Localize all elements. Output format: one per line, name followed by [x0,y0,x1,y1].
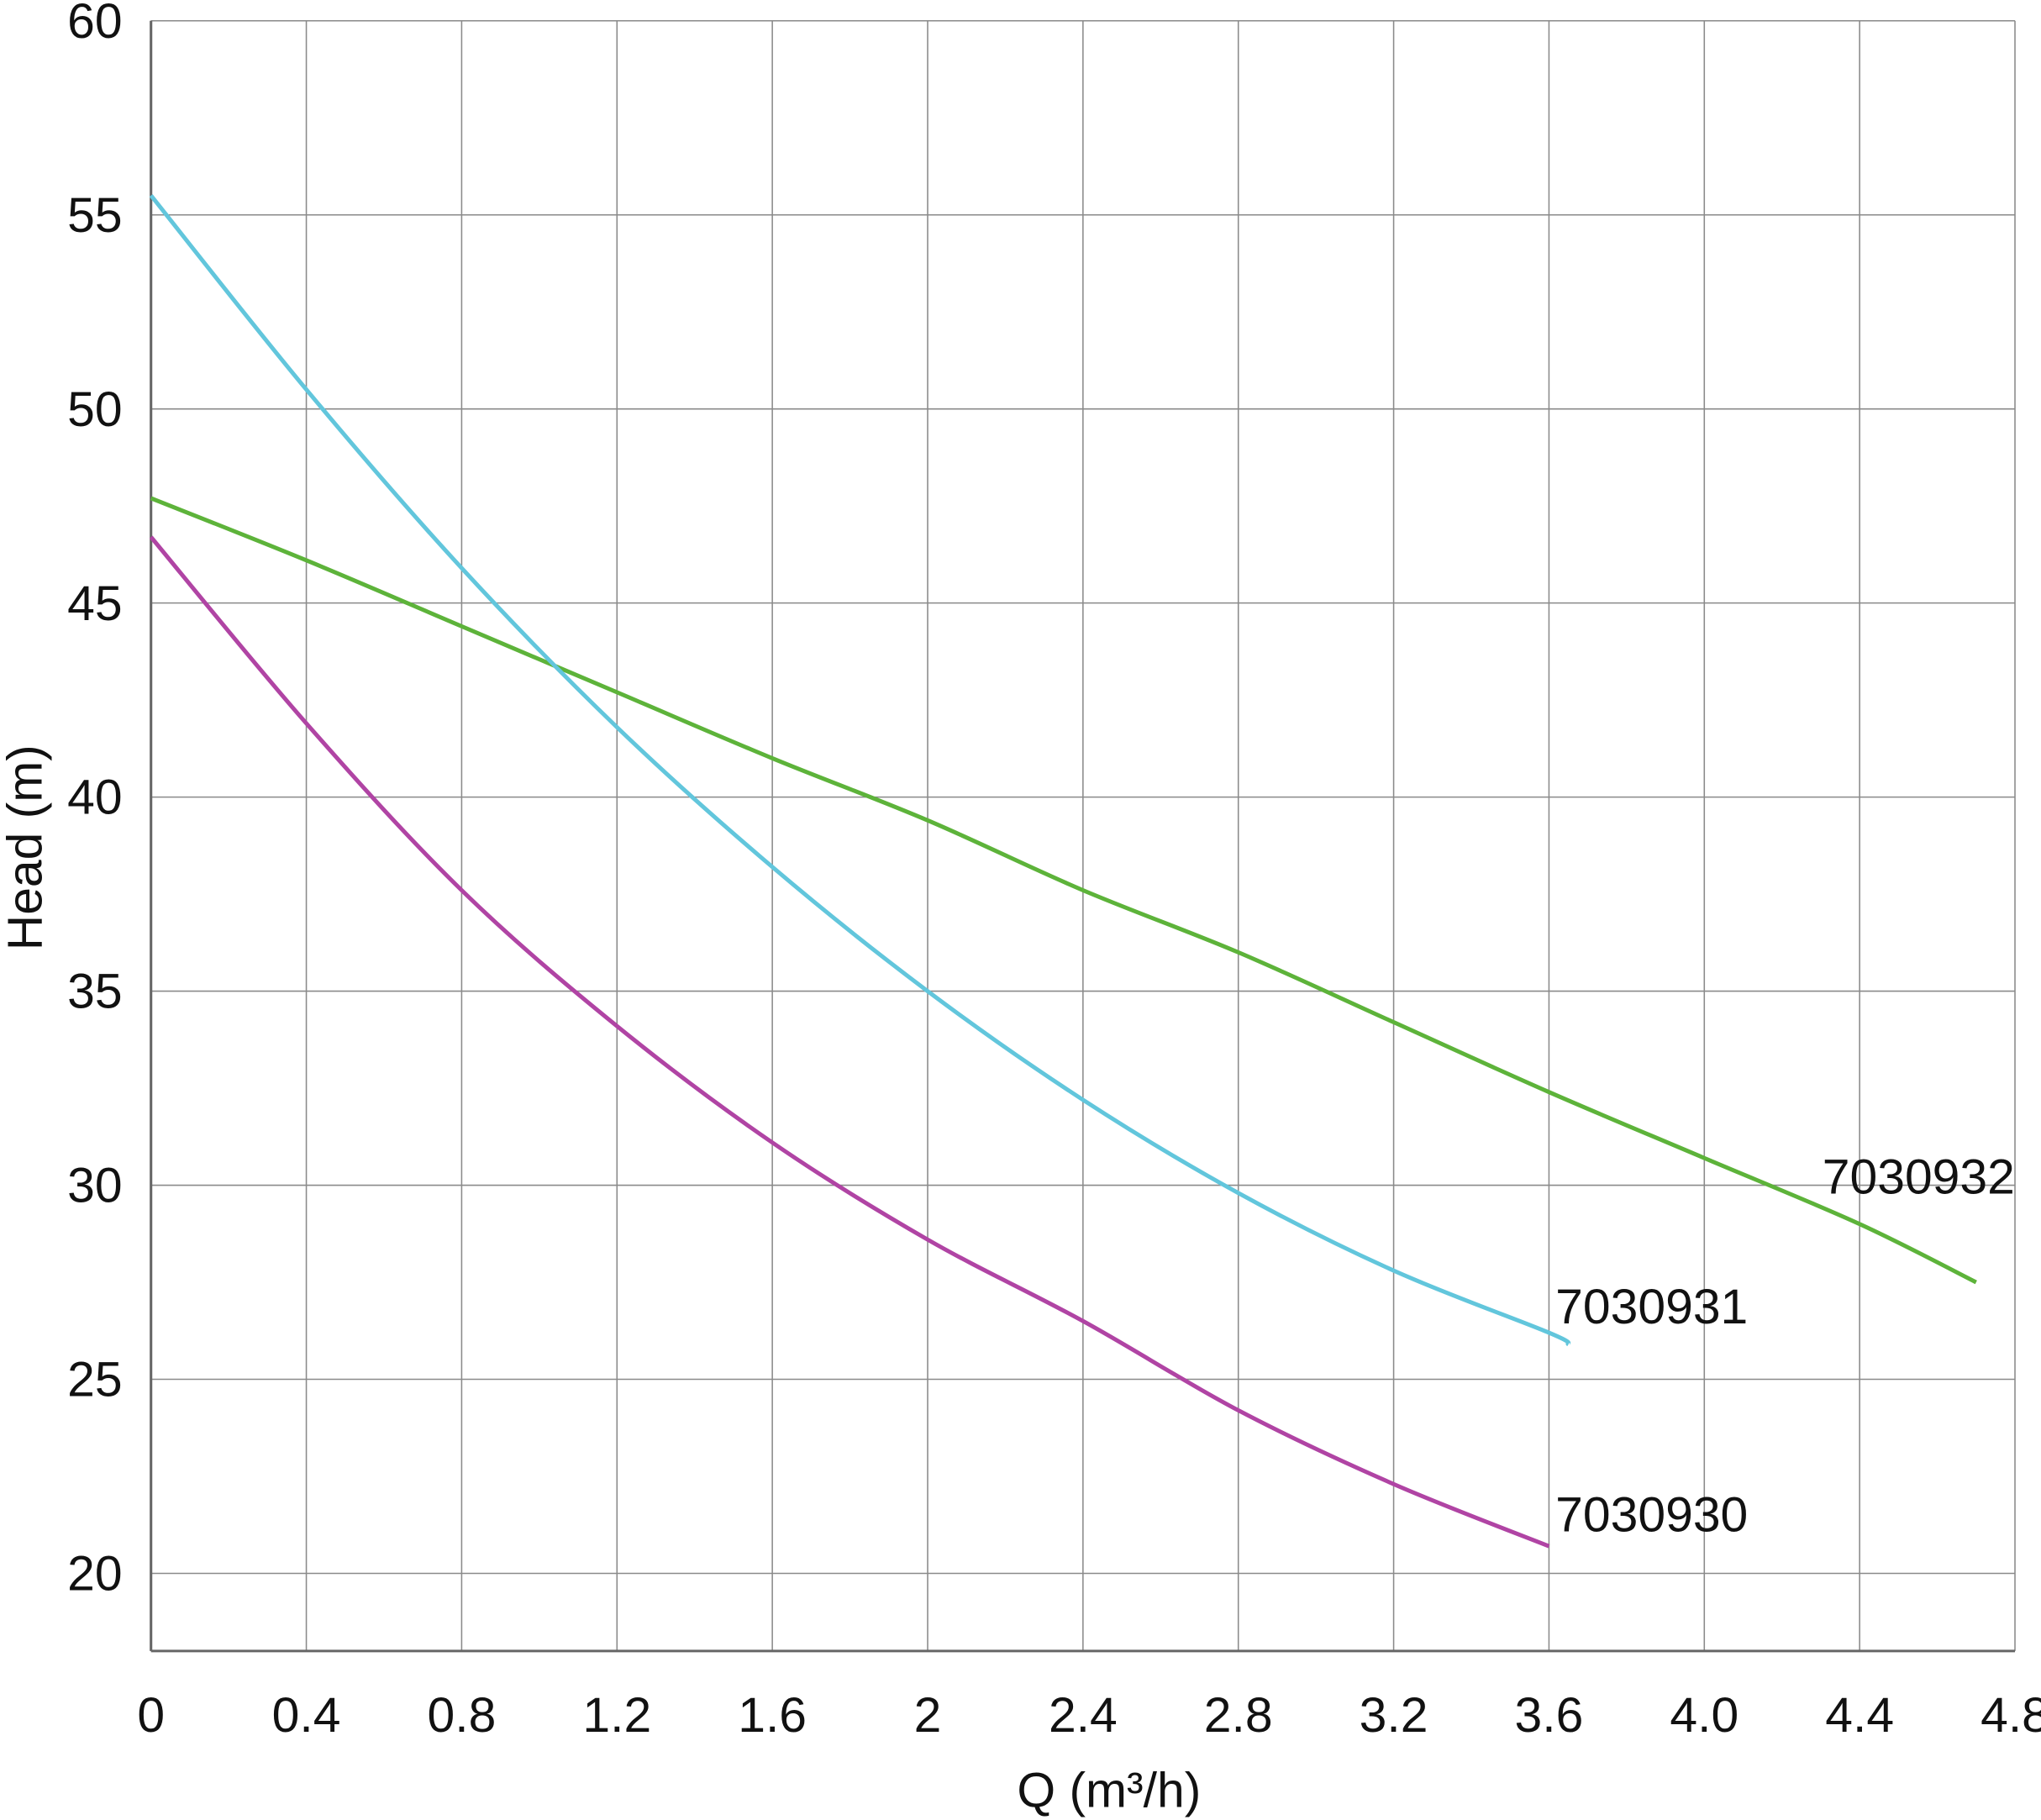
tick-labels: 0 0.4 0.8 1.2 1.6 2 2.4 2.8 3.2 3.6 4.0 4.4 4.8 20 25 3… [67,0,2041,1743]
series-labels: 7030932 7030931 7030930 [1555,1149,2015,1542]
x-tick-label: 1.6 [738,1688,807,1743]
y-axis-label: Head (m) [0,744,53,950]
y-tick-label: 25 [67,1353,122,1407]
y-tick-label: 55 [67,188,122,243]
series-label-7030932: 7030932 [1823,1149,2015,1204]
series-line-7030931 [149,194,1571,1347]
x-tick-label: 3.2 [1360,1688,1428,1743]
grid [150,19,2016,1653]
x-tick-label: 4.8 [1981,1688,2041,1743]
x-tick-label: 0 [137,1688,165,1743]
y-tick-label: 60 [67,0,122,49]
series-label-7030930: 7030930 [1555,1488,1748,1543]
x-tick-label: 2.4 [1049,1688,1118,1743]
x-tick-label: 2 [914,1688,942,1743]
x-tick-label: 1.2 [582,1688,651,1743]
x-tick-label: 4.4 [1825,1688,1894,1743]
series-label-7030931: 7030931 [1555,1280,1748,1334]
y-tick-label: 20 [67,1547,122,1602]
series-lines [149,194,1977,1549]
y-tick-label: 45 [67,576,122,631]
y-tick-label: 50 [67,382,122,437]
y-tick-label: 35 [67,965,122,1019]
y-tick-label: 40 [67,771,122,825]
x-tick-label: 0.4 [272,1688,341,1743]
y-tick-label: 30 [67,1159,122,1213]
x-tick-label: 4.0 [1670,1688,1739,1743]
x-tick-label: 3.6 [1515,1688,1584,1743]
x-tick-label: 0.8 [428,1688,497,1743]
x-tick-label: 2.8 [1204,1688,1273,1743]
x-axis-label: Q (m³/h) [1017,1764,1201,1818]
series-line-7030930 [149,535,1550,1549]
series-line-7030932 [150,496,1977,1285]
